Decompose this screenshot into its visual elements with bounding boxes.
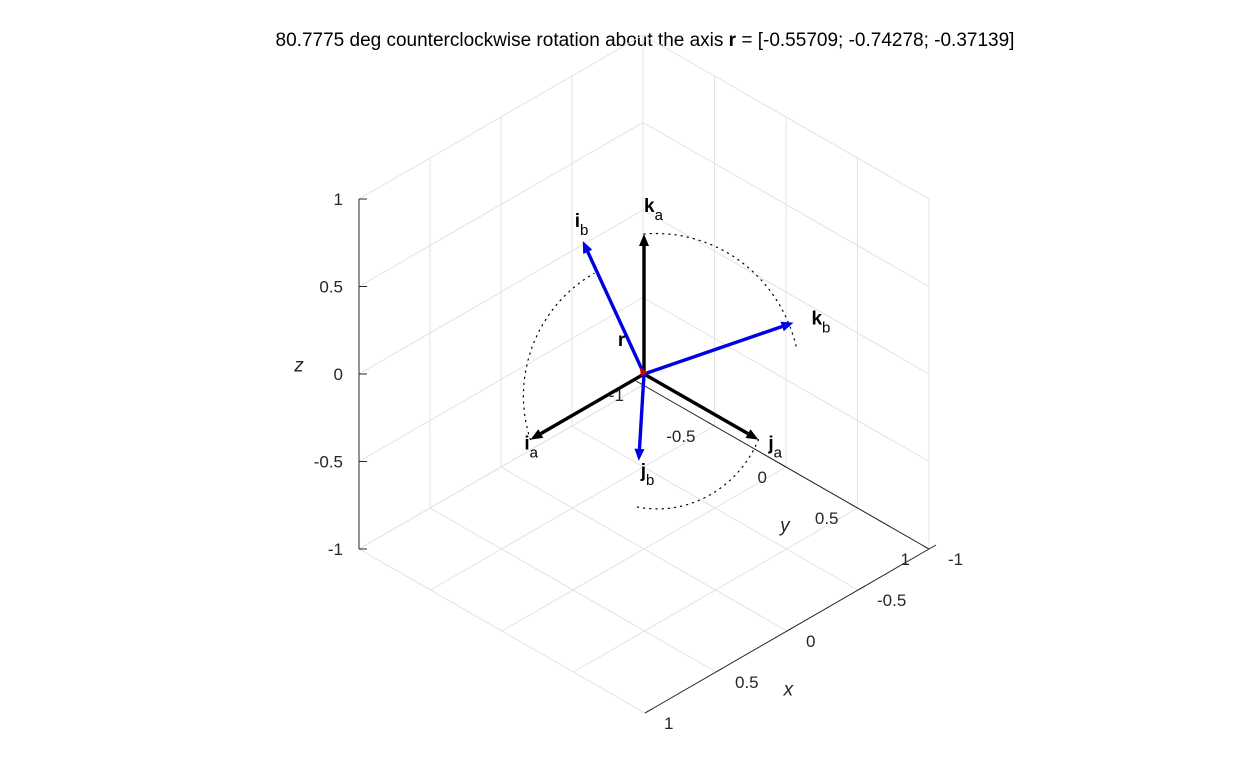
tick-mark: [928, 544, 937, 550]
tick-mark: [857, 585, 866, 591]
grid-line: [358, 209, 644, 375]
y-tick-label: 0: [758, 468, 767, 487]
grid-line: [358, 122, 644, 287]
z-tick-label: -0.5: [314, 453, 343, 472]
grid-line: [358, 34, 644, 200]
vector-r-label: r: [618, 330, 626, 351]
vector-ia-head: [530, 429, 544, 440]
tick-mark: [786, 626, 795, 632]
z-tick-label: 1: [334, 190, 343, 209]
x-axis-label: x: [783, 680, 795, 701]
vector-jb-head: [634, 448, 645, 461]
vector-ib-head: [582, 240, 593, 254]
x-tick-label: 0.5: [735, 673, 759, 692]
tick-mark: [644, 708, 653, 714]
tick-mark: [778, 462, 787, 468]
vector-kb: kb: [643, 309, 830, 376]
vector-kb-head: [780, 321, 794, 332]
rotation-arcs: [522, 232, 798, 510]
vector-ja-label: ja: [767, 434, 782, 462]
x-tick-label: 0: [806, 632, 815, 651]
vector-ja-head: [745, 429, 759, 440]
x-tick-label: -1: [948, 550, 963, 569]
z-tick-label: -1: [328, 540, 343, 559]
tick-mark: [715, 667, 724, 673]
axis-labels: y x z: [293, 355, 794, 700]
tick-mark: [707, 421, 715, 427]
vector-kb-label: kb: [811, 309, 830, 337]
vector-ka-head: [639, 234, 649, 246]
vector-ka-label: ka: [644, 196, 664, 224]
tick-mark: [850, 503, 858, 509]
grid-line: [642, 209, 930, 375]
vector-ib: ib: [575, 211, 646, 375]
tick-mark: [921, 544, 930, 550]
z-tick-label: 0: [334, 365, 343, 384]
tick-labels: -1 -0.5 0 0.5 1 -1 -0.5 0 0.5 1 -1 -0.5 0 0.5 1: [314, 190, 963, 733]
z-tick-label: 0.5: [319, 278, 343, 297]
vector-ia: ia: [524, 372, 645, 462]
arc-k: [643, 232, 798, 351]
z-axis-label: z: [293, 355, 304, 376]
y-tick-label: 1: [901, 550, 910, 569]
grid-line: [642, 34, 930, 200]
grid-line: [501, 466, 787, 632]
arc-j: [633, 439, 759, 510]
vector-jb-shaft: [637, 373, 646, 450]
vector-ib-shaft: [586, 251, 646, 375]
grid-line: [573, 507, 858, 673]
y-axis-label: y: [778, 516, 791, 537]
x-tick-label: 1: [664, 714, 673, 733]
chart-title: 80.7775 deg counterclockwise rotation ab…: [275, 30, 1015, 51]
vector-ib-label: ib: [575, 211, 589, 239]
arc-i: [522, 272, 595, 441]
x-tick-label: -0.5: [877, 591, 906, 610]
vector-r: r: [618, 330, 648, 377]
vector-ia-shaft: [539, 372, 645, 436]
vector-ja-shaft: [643, 372, 749, 436]
y-tick-label: -0.5: [666, 427, 695, 446]
vector-ka: ka: [639, 196, 664, 374]
vector-r-head: [639, 367, 648, 377]
grid-line: [358, 548, 646, 714]
vector-ia-label: ia: [524, 434, 538, 462]
vector-jb: jb: [634, 373, 655, 489]
vectors: ia ja ka ib jb kb r: [524, 196, 830, 489]
axes-frame: [358, 198, 937, 714]
vector-jb-label: jb: [640, 461, 655, 489]
y-tick-label: -1: [609, 386, 624, 405]
vector-kb-shaft: [643, 324, 783, 376]
y-tick-label: 0.5: [815, 509, 839, 528]
grid-line: [429, 507, 717, 673]
grid-line: [642, 122, 930, 287]
vector-ja: ja: [643, 372, 783, 462]
